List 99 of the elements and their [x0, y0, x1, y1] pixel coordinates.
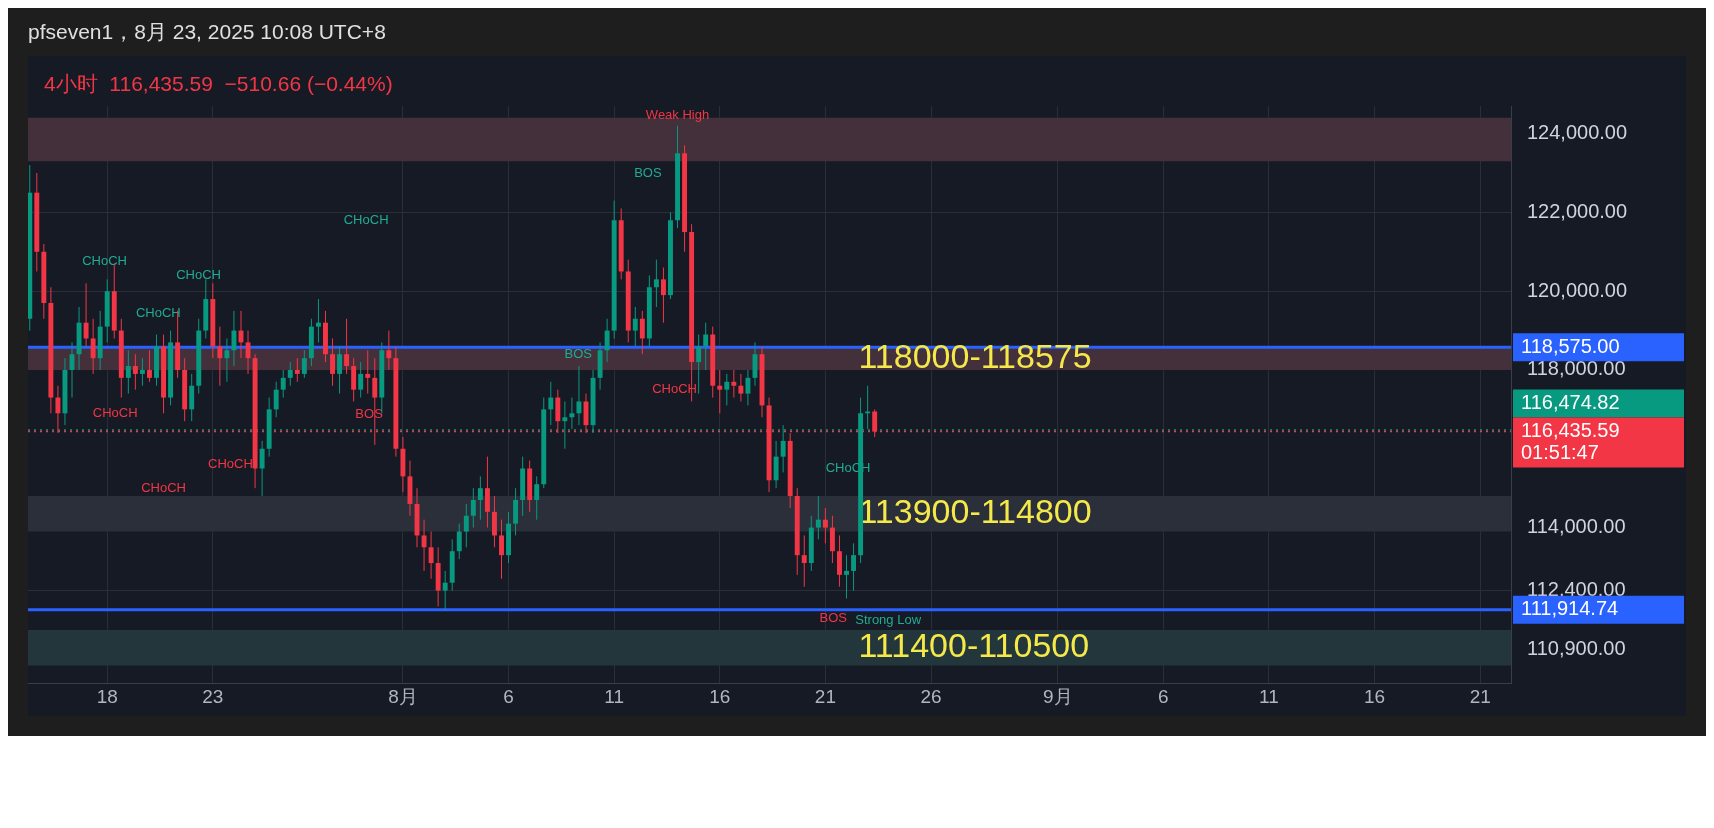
candlestick	[90, 318, 96, 375]
candlestick	[484, 456, 490, 529]
band-label: 118000-118575	[858, 337, 1092, 376]
annotation: CHoCH	[141, 479, 186, 495]
candlestick	[231, 310, 237, 367]
x-tick-label: 11	[604, 685, 625, 707]
x-tick-label: 26	[920, 685, 942, 707]
chart-title: pfseven1，8月 23, 2025 10:08 UTC+8	[27, 19, 387, 45]
candlestick	[330, 337, 335, 387]
candlestick	[604, 318, 610, 363]
candlestick	[315, 298, 321, 343]
y-tick-label: 122,000.00	[1527, 199, 1628, 222]
candlestick	[872, 408, 878, 438]
candlestick	[492, 495, 497, 548]
annotation: Weak High	[645, 106, 710, 122]
candlestick	[513, 487, 519, 536]
candlestick	[470, 487, 476, 529]
x-tick-label: 21	[1469, 685, 1491, 707]
candlestick	[337, 345, 343, 395]
candlestick	[801, 534, 807, 588]
candlestick	[386, 330, 392, 371]
x-tick-label: 16	[1364, 685, 1386, 707]
candlestick	[773, 440, 779, 489]
x-tick-label: 23	[202, 685, 224, 707]
candlestick	[851, 542, 857, 592]
candlestick	[576, 365, 582, 426]
candlestick	[653, 259, 659, 308]
candlestick	[844, 554, 849, 599]
x-tick-label: 6	[1158, 685, 1169, 707]
ref-line-label: 116,435.59 01:51:47	[1521, 419, 1620, 464]
x-tick-label: 18	[96, 685, 118, 707]
x-tick-label: 6	[503, 685, 514, 707]
candlestick	[224, 337, 230, 383]
annotation: BOS	[564, 345, 593, 361]
candlestick	[724, 373, 730, 406]
annotation: CHoCH	[92, 404, 138, 420]
candlestick	[463, 503, 469, 548]
annotation: BOS	[634, 164, 662, 180]
candlestick	[259, 440, 265, 497]
candlestick	[738, 373, 744, 402]
chart-subtitle: 4小时 116,435.59 −510.66 (−0.44%)	[44, 71, 393, 97]
x-tick-label: 8月	[388, 685, 418, 707]
candlestick	[83, 282, 89, 347]
y-tick-label: 124,000.00	[1527, 121, 1628, 144]
candlestick	[829, 515, 835, 564]
annotation: BOS	[819, 609, 848, 625]
x-tick-label: 21	[814, 685, 836, 707]
candlestick	[344, 318, 350, 375]
candlestick	[351, 357, 357, 402]
candlestick	[660, 267, 666, 324]
x-tick-label: 16	[709, 685, 731, 707]
candlestick	[731, 369, 737, 399]
y-tick-label: 120,000.00	[1527, 278, 1628, 301]
y-tick-label: 114,000.00	[1527, 515, 1626, 538]
candlestick	[632, 306, 638, 347]
candlestick	[822, 507, 828, 544]
candlestick	[837, 534, 842, 588]
band-label: 113900-114800	[858, 492, 1092, 531]
annotation: CHoCH	[82, 252, 127, 268]
annotation: Strong Low	[855, 611, 922, 627]
candlestick	[717, 369, 723, 414]
candlestick	[569, 397, 575, 430]
annotation: CHoCH	[135, 305, 181, 321]
y-tick-label: 110,900.00	[1527, 637, 1626, 660]
y-tick-label: 118,000.00	[1527, 357, 1626, 380]
annotation: CHoCH	[176, 267, 221, 283]
candlestick	[421, 519, 427, 572]
candlestick	[696, 334, 702, 395]
candlestick	[132, 353, 138, 391]
candlestick	[639, 310, 645, 355]
candlestick	[703, 322, 709, 371]
candlestick	[146, 349, 152, 383]
candlestick	[745, 369, 751, 406]
candlestick	[477, 475, 483, 521]
candlestick	[280, 369, 286, 399]
candlestick	[499, 519, 504, 580]
x-tick-label: 9月	[1042, 685, 1073, 707]
candlestick	[442, 570, 448, 611]
candlestick	[428, 531, 434, 580]
annotation: CHoCH	[343, 211, 389, 227]
candlestick	[139, 357, 145, 387]
candlestick	[189, 373, 195, 422]
x-tick-label: 11	[1259, 685, 1279, 707]
candlestick	[125, 349, 131, 395]
candlestick	[287, 361, 293, 387]
candlestick	[548, 381, 554, 426]
candlestick	[365, 349, 371, 395]
annotation: CHoCH	[208, 456, 253, 472]
candlestick	[294, 357, 300, 383]
ref-line-label: 116,474.82	[1521, 391, 1620, 414]
candlestick	[273, 381, 279, 418]
candlestick	[456, 523, 462, 560]
candlestick	[815, 495, 821, 540]
band-label: 111400-110500	[858, 626, 1090, 665]
candlestick	[534, 475, 540, 521]
ref-line-label: 118,575.00	[1521, 334, 1620, 357]
candlestick	[301, 349, 307, 379]
candlestick	[358, 361, 364, 399]
candlestick	[217, 326, 223, 387]
